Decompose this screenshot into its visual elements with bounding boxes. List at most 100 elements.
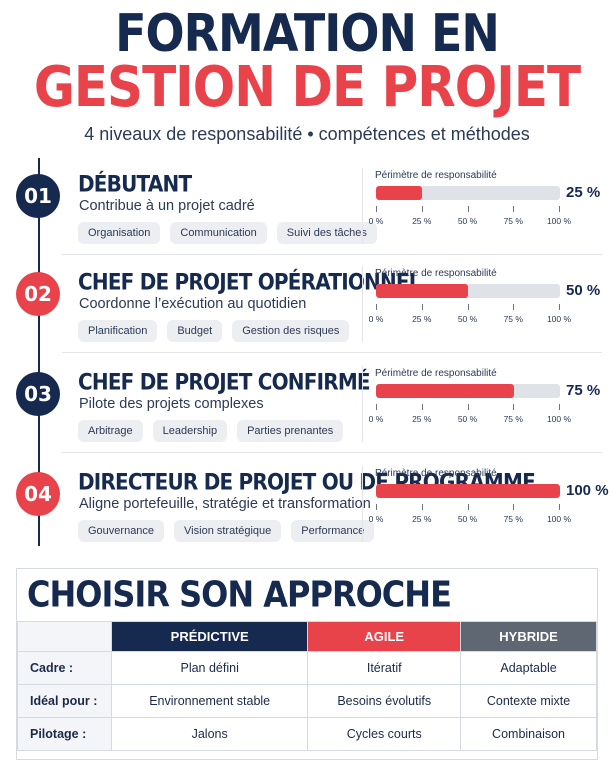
- scale-tick-label: 75 %: [503, 414, 523, 424]
- approach-cell: Contexte mixte: [460, 684, 597, 718]
- page-title-line1: FORMATION EN: [115, 2, 500, 64]
- skill-tag: Planification: [78, 320, 158, 342]
- approach-header-row: PRÉDICTIVE AGILE HYBRIDE: [17, 621, 597, 652]
- approach-cell: Jalons: [110, 717, 309, 751]
- scale-tick: [467, 304, 469, 310]
- perimeter-bar: [376, 384, 560, 398]
- scale-tick-label: 0 %: [368, 414, 384, 424]
- scale-tick: [513, 304, 515, 310]
- scale-tick-label: 50 %: [457, 216, 478, 226]
- scale-tick: [376, 304, 377, 310]
- approach-row: Pilotage : Jalons Cycles courts Combinaison: [17, 717, 597, 751]
- perimeter-percent: 25 %: [566, 184, 601, 201]
- approach-cell: Environnement stable: [110, 684, 309, 718]
- scale-tick: [513, 504, 515, 510]
- skill-tag: Arbitrage: [78, 420, 143, 442]
- approach-section: CHOISIR SON APPROCHE PRÉDICTIVE AGILE HY…: [16, 568, 598, 760]
- level-title: CHEF DE PROJET OPÉRATIONNEL: [78, 268, 422, 295]
- perimeter-percent: 50 %: [566, 282, 601, 299]
- page-title-line2: GESTION DE PROJET: [33, 54, 581, 120]
- scale-tick-label: 100 %: [546, 314, 572, 324]
- approach-cell: Plan défini: [110, 651, 309, 685]
- approach-col-predictive: PRÉDICTIVE: [110, 621, 309, 652]
- level-tags: Planification Budget Gestion des risques: [78, 320, 350, 342]
- level-2: 02 CHEF DE PROJET OPÉRATIONNEL Coordonne l…: [0, 258, 614, 350]
- level-title: CHEF DE PROJET CONFIRMÉ: [78, 368, 371, 395]
- approach-row: Idéal pour : Environnement stable Besoins …: [17, 684, 597, 718]
- perimeter-label: Périmètre de responsabilité: [375, 368, 497, 379]
- scale-tick: [513, 206, 515, 212]
- scale-tick-label: 75 %: [503, 314, 523, 324]
- page-subtitle: 4 niveaux de responsabilité • compétence…: [84, 124, 530, 144]
- scale-tick: [559, 206, 560, 212]
- scale-tick-label: 50 %: [457, 314, 478, 324]
- scale-tick-label: 25 %: [412, 414, 432, 424]
- level-subtitle: Aligne portefeuille, stratégie et transf…: [79, 496, 371, 512]
- scale-tick-label: 100 %: [546, 514, 572, 524]
- approach-row-label: Pilotage :: [17, 717, 112, 751]
- scale-tick-label: 75 %: [503, 216, 523, 226]
- scale-tick: [376, 504, 377, 510]
- skill-tag: Organisation: [78, 222, 161, 244]
- perimeter-label: Périmètre de responsabilité: [375, 268, 497, 279]
- approach-row: Cadre : Plan défini Itératif Adaptable: [17, 651, 597, 685]
- level-separator: [62, 254, 602, 255]
- level-divider: [362, 466, 363, 542]
- scale-tick: [467, 206, 469, 212]
- scale-tick: [559, 304, 560, 310]
- scale-tick: [376, 404, 377, 410]
- approach-cell: Combinaison: [460, 717, 597, 751]
- scale-tick: [421, 504, 423, 510]
- perimeter-percent: 100 %: [566, 482, 609, 499]
- scale-tick: [421, 404, 423, 410]
- level-tags: Gouvernance Vision stratégique Performance: [78, 520, 375, 542]
- perimeter-percent: 75 %: [566, 382, 601, 399]
- timeline-line: [38, 158, 40, 546]
- skill-tag: Parties prenantes: [237, 420, 344, 442]
- scale-tick-label: 0 %: [368, 314, 384, 324]
- scale-tick: [559, 404, 560, 410]
- perimeter-bar: [376, 284, 560, 298]
- skill-tag: Gestion des risques: [232, 320, 350, 342]
- perimeter-bar: [376, 484, 560, 498]
- approach-table: PRÉDICTIVE AGILE HYBRIDE Cadre : Plan déf…: [17, 621, 597, 751]
- perimeter-scale: 0 % 25 % 50 % 75 % 100 %: [369, 504, 571, 534]
- scale-tick: [467, 404, 469, 410]
- perimeter-scale: 0 % 25 % 50 % 75 % 100 %: [369, 404, 571, 434]
- scale-tick: [421, 304, 423, 310]
- scale-tick-label: 100 %: [546, 414, 572, 424]
- skill-tag: Suivi des tâches: [276, 222, 377, 244]
- scale-tick-label: 0 %: [368, 216, 384, 226]
- level-title: DÉBUTANT: [78, 170, 192, 197]
- scale-tick: [421, 206, 423, 212]
- skill-tag: Budget: [167, 320, 223, 342]
- perimeter-scale: 0 % 25 % 50 % 75 % 100 %: [369, 206, 571, 236]
- perimeter-bar-fill: [376, 484, 560, 498]
- scale-tick: [467, 504, 469, 510]
- perimeter-bar: [376, 186, 560, 200]
- scale-tick: [376, 206, 377, 212]
- scale-tick-label: 25 %: [412, 514, 432, 524]
- level-divider: [362, 168, 363, 244]
- level-separator: [62, 352, 602, 353]
- scale-tick-label: 0 %: [368, 514, 384, 524]
- level-4: 04 DIRECTEUR DE PROJET OU DE PROGRAMME Ali…: [0, 458, 614, 550]
- level-number-badge: 01: [16, 174, 60, 218]
- perimeter-label: Périmètre de responsabilité: [375, 468, 497, 479]
- scale-tick-label: 25 %: [412, 216, 432, 226]
- skill-tag: Leadership: [152, 420, 228, 442]
- scale-tick: [559, 504, 560, 510]
- approach-corner-cell: [17, 621, 112, 652]
- level-subtitle: Contribue à un projet cadré: [79, 198, 255, 214]
- skill-tag: Gouvernance: [78, 520, 165, 542]
- skill-tag: Communication: [170, 222, 267, 244]
- level-1: 01 DÉBUTANT Contribue à un projet cadré Org…: [0, 160, 614, 252]
- approach-col-agile: AGILE: [307, 621, 462, 652]
- approach-cell: Adaptable: [460, 651, 597, 685]
- scale-tick-label: 100 %: [546, 216, 572, 226]
- level-tags: Arbitrage Leadership Parties prenantes: [78, 420, 344, 442]
- approach-title: CHOISIR SON APPROCHE: [27, 573, 452, 616]
- level-tags: Organisation Communication Suivi des tâche…: [78, 222, 377, 244]
- perimeter-scale: 0 % 25 % 50 % 75 % 100 %: [369, 304, 571, 334]
- skill-tag: Performance: [291, 520, 375, 542]
